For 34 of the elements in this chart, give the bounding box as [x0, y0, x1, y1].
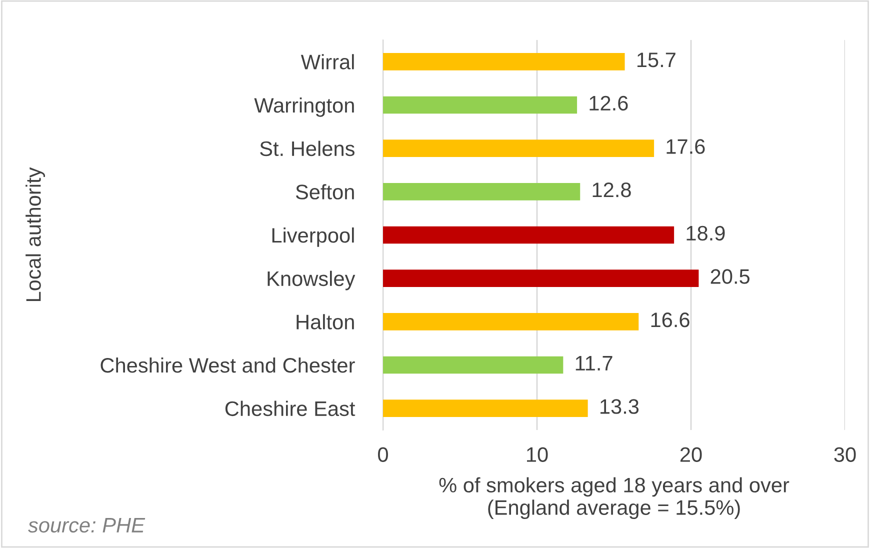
y-tick-label: Warrington	[254, 97, 354, 117]
bar	[383, 226, 674, 244]
data-label: 12.8	[592, 182, 631, 198]
y-axis-title: Local authority	[26, 167, 45, 302]
x-tick-label: 0	[378, 447, 388, 462]
bar	[383, 313, 639, 330]
y-tick-label: Sefton	[296, 184, 354, 200]
data-label: 16.6	[651, 312, 690, 328]
bar	[383, 356, 564, 374]
source-note: source: PHE	[28, 518, 146, 533]
x-tick-label: 10	[527, 447, 548, 462]
data-label: 13.3	[600, 399, 639, 414]
bar	[383, 96, 578, 114]
y-tick-label: St. Helens	[260, 140, 354, 156]
bar	[383, 270, 699, 287]
bar	[383, 53, 625, 70]
x-axis-title: % of smokers aged 18 years and over (England average = 15.5%)	[439, 477, 790, 520]
data-label: 15.7	[637, 52, 676, 68]
y-tick-label: Cheshire West and Chester	[100, 357, 355, 373]
data-label: 18.9	[686, 226, 725, 241]
data-label: 17.6	[666, 139, 705, 154]
y-tick-label: Liverpool	[272, 227, 354, 247]
data-label: 12.6	[590, 96, 628, 111]
data-label: 20.5	[710, 269, 750, 284]
y-tick-label: Halton	[296, 314, 354, 330]
x-tick-label: 20	[680, 447, 702, 462]
x-tick-label: 30	[834, 447, 856, 462]
y-tick-label: Wirral	[300, 54, 354, 70]
y-tick-label: Knowsley	[268, 270, 356, 290]
bar	[383, 400, 588, 417]
y-tick-label: Cheshire East	[225, 400, 356, 416]
bar	[383, 183, 580, 200]
bar	[383, 140, 654, 157]
data-label: 11.7	[576, 356, 612, 370]
